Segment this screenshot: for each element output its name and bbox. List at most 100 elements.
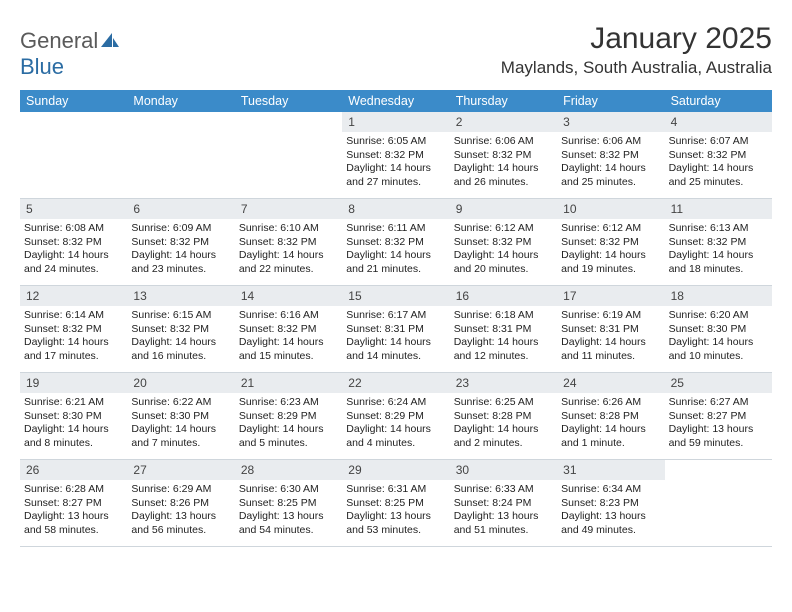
sunset-text: Sunset: 8:26 PM (131, 497, 228, 511)
daylight-text: Daylight: 13 hours and 56 minutes. (131, 510, 228, 537)
sunrise-text: Sunrise: 6:06 AM (454, 135, 551, 149)
sunrise-text: Sunrise: 6:10 AM (239, 222, 336, 236)
sunrise-text: Sunrise: 6:13 AM (669, 222, 766, 236)
sunrise-text: Sunrise: 6:25 AM (454, 396, 551, 410)
daylight-text: Daylight: 14 hours and 10 minutes. (669, 336, 766, 363)
sunset-text: Sunset: 8:32 PM (239, 236, 336, 250)
sunrise-text: Sunrise: 6:23 AM (239, 396, 336, 410)
day-body: Sunrise: 6:06 AMSunset: 8:32 PMDaylight:… (450, 132, 557, 195)
day-number: 12 (20, 286, 127, 306)
dow-saturday: Saturday (665, 90, 772, 112)
day-number: 13 (127, 286, 234, 306)
day-body: Sunrise: 6:07 AMSunset: 8:32 PMDaylight:… (665, 132, 772, 195)
day-body: Sunrise: 6:34 AMSunset: 8:23 PMDaylight:… (557, 480, 664, 543)
logo-word2: Blue (20, 54, 64, 79)
dow-monday: Monday (127, 90, 234, 112)
day-number: 25 (665, 373, 772, 393)
day-number: 5 (20, 199, 127, 219)
sunset-text: Sunset: 8:29 PM (239, 410, 336, 424)
day-body: Sunrise: 6:15 AMSunset: 8:32 PMDaylight:… (127, 306, 234, 369)
daylight-text: Daylight: 14 hours and 18 minutes. (669, 249, 766, 276)
day-body: Sunrise: 6:25 AMSunset: 8:28 PMDaylight:… (450, 393, 557, 456)
daylight-text: Daylight: 14 hours and 21 minutes. (346, 249, 443, 276)
sunset-text: Sunset: 8:24 PM (454, 497, 551, 511)
sunset-text: Sunset: 8:32 PM (346, 236, 443, 250)
day-number: 2 (450, 112, 557, 132)
sunrise-text: Sunrise: 6:26 AM (561, 396, 658, 410)
sunrise-text: Sunrise: 6:11 AM (346, 222, 443, 236)
sunset-text: Sunset: 8:32 PM (24, 323, 121, 337)
week-row: 26Sunrise: 6:28 AMSunset: 8:27 PMDayligh… (20, 460, 772, 547)
daylight-text: Daylight: 14 hours and 12 minutes. (454, 336, 551, 363)
day-body: Sunrise: 6:10 AMSunset: 8:32 PMDaylight:… (235, 219, 342, 282)
day-body: Sunrise: 6:18 AMSunset: 8:31 PMDaylight:… (450, 306, 557, 369)
day-cell (235, 112, 342, 198)
sunrise-text: Sunrise: 6:30 AM (239, 483, 336, 497)
day-cell: 12 Sunrise: 6:14 AMSunset: 8:32 PMDayligh… (20, 286, 127, 372)
day-body: Sunrise: 6:06 AMSunset: 8:32 PMDaylight:… (557, 132, 664, 195)
logo-word1: General (20, 28, 98, 53)
day-cell: 11Sunrise: 6:13 AMSunset: 8:32 PMDayligh… (665, 199, 772, 285)
day-body: Sunrise: 6:08 AMSunset: 8:32 PMDaylight:… (20, 219, 127, 282)
day-number: 6 (127, 199, 234, 219)
day-cell: 6Sunrise: 6:09 AMSunset: 8:32 PMDaylight… (127, 199, 234, 285)
daylight-text: Daylight: 14 hours and 24 minutes. (24, 249, 121, 276)
day-cell: 20Sunrise: 6:22 AMSunset: 8:30 PMDayligh… (127, 373, 234, 459)
day-cell (127, 112, 234, 198)
sunset-text: Sunset: 8:32 PM (346, 149, 443, 163)
day-number: 30 (450, 460, 557, 480)
daylight-text: Daylight: 14 hours and 17 minutes. (24, 336, 121, 363)
sunrise-text: Sunrise: 6:19 AM (561, 309, 658, 323)
sunrise-text: Sunrise: 6:34 AM (561, 483, 658, 497)
day-body: Sunrise: 6:13 AMSunset: 8:32 PMDaylight:… (665, 219, 772, 282)
day-cell: 18Sunrise: 6:20 AMSunset: 8:30 PMDayligh… (665, 286, 772, 372)
logo: General Blue (20, 22, 120, 80)
dow-friday: Friday (557, 90, 664, 112)
day-body: Sunrise: 6:11 AMSunset: 8:32 PMDaylight:… (342, 219, 449, 282)
sunrise-text: Sunrise: 6:07 AM (669, 135, 766, 149)
day-body: Sunrise: 6:12 AMSunset: 8:32 PMDaylight:… (450, 219, 557, 282)
day-body: Sunrise: 6:09 AMSunset: 8:32 PMDaylight:… (127, 219, 234, 282)
sunrise-text: Sunrise: 6:22 AM (131, 396, 228, 410)
day-number: 16 (450, 286, 557, 306)
day-number: 22 (342, 373, 449, 393)
daylight-text: Daylight: 14 hours and 27 minutes. (346, 162, 443, 189)
day-cell: 26Sunrise: 6:28 AMSunset: 8:27 PMDayligh… (20, 460, 127, 546)
day-body: Sunrise: 6:28 AMSunset: 8:27 PMDaylight:… (20, 480, 127, 543)
sunrise-text: Sunrise: 6:31 AM (346, 483, 443, 497)
day-body: Sunrise: 6:19 AMSunset: 8:31 PMDaylight:… (557, 306, 664, 369)
sunset-text: Sunset: 8:32 PM (561, 236, 658, 250)
day-cell: 29Sunrise: 6:31 AMSunset: 8:25 PMDayligh… (342, 460, 449, 546)
day-cell: 21Sunrise: 6:23 AMSunset: 8:29 PMDayligh… (235, 373, 342, 459)
week-row: 19Sunrise: 6:21 AMSunset: 8:30 PMDayligh… (20, 373, 772, 460)
daylight-text: Daylight: 14 hours and 16 minutes. (131, 336, 228, 363)
daylight-text: Daylight: 14 hours and 11 minutes. (561, 336, 658, 363)
day-cell: 16Sunrise: 6:18 AMSunset: 8:31 PMDayligh… (450, 286, 557, 372)
day-cell: 30Sunrise: 6:33 AMSunset: 8:24 PMDayligh… (450, 460, 557, 546)
sunrise-text: Sunrise: 6:14 AM (24, 309, 121, 323)
day-number: 19 (20, 373, 127, 393)
dow-thursday: Thursday (450, 90, 557, 112)
daylight-text: Daylight: 14 hours and 7 minutes. (131, 423, 228, 450)
day-body: Sunrise: 6:26 AMSunset: 8:28 PMDaylight:… (557, 393, 664, 456)
daylight-text: Daylight: 14 hours and 15 minutes. (239, 336, 336, 363)
daylight-text: Daylight: 14 hours and 25 minutes. (561, 162, 658, 189)
day-number: 27 (127, 460, 234, 480)
sunrise-text: Sunrise: 6:09 AM (131, 222, 228, 236)
sunset-text: Sunset: 8:27 PM (669, 410, 766, 424)
day-cell: 23Sunrise: 6:25 AMSunset: 8:28 PMDayligh… (450, 373, 557, 459)
sunrise-text: Sunrise: 6:12 AM (454, 222, 551, 236)
dow-wednesday: Wednesday (342, 90, 449, 112)
sunset-text: Sunset: 8:27 PM (24, 497, 121, 511)
sunrise-text: Sunrise: 6:08 AM (24, 222, 121, 236)
day-number: 20 (127, 373, 234, 393)
day-cell: 9Sunrise: 6:12 AMSunset: 8:32 PMDaylight… (450, 199, 557, 285)
day-number: 1 (342, 112, 449, 132)
day-number: 7 (235, 199, 342, 219)
weeks-container: 1Sunrise: 6:05 AMSunset: 8:32 PMDaylight… (20, 112, 772, 547)
daylight-text: Daylight: 14 hours and 19 minutes. (561, 249, 658, 276)
sunset-text: Sunset: 8:30 PM (24, 410, 121, 424)
day-cell: 24Sunrise: 6:26 AMSunset: 8:28 PMDayligh… (557, 373, 664, 459)
day-number: 14 (235, 286, 342, 306)
day-body: Sunrise: 6:30 AMSunset: 8:25 PMDaylight:… (235, 480, 342, 543)
